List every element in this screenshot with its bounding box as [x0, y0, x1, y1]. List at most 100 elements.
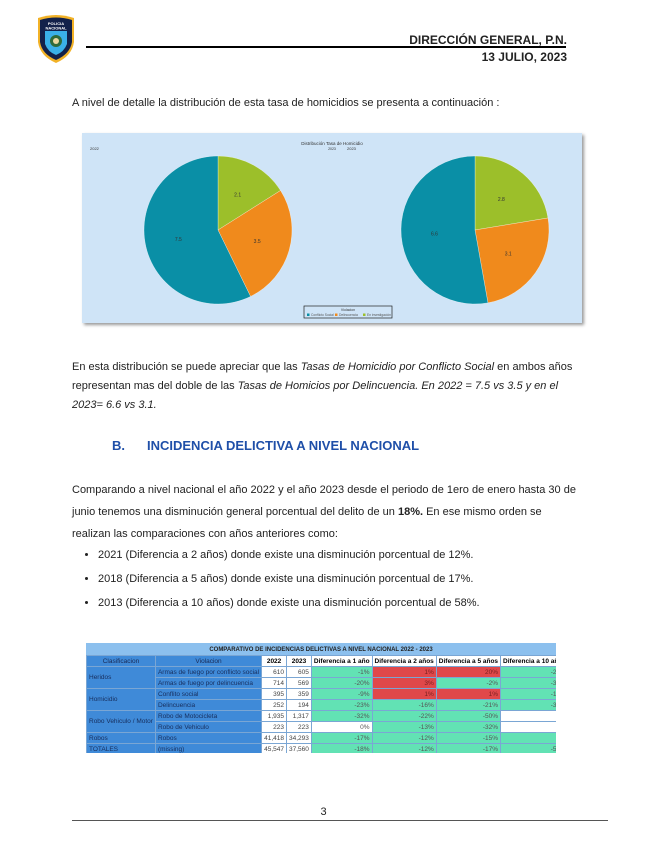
pie-slice-conflicto-social	[400, 155, 489, 305]
pie-data-label: 7.5	[175, 237, 182, 243]
table-cell: 223	[286, 721, 312, 733]
intro-paragraph: A nivel de detalle la distribución de es…	[72, 97, 500, 109]
table-cell: 3%	[371, 677, 437, 689]
table-cell	[500, 710, 556, 722]
column-header[interactable]: Diferencia a 1 año	[310, 655, 373, 667]
table-header-row: Clasificacion Violacion 2022 2023 Diferencia…	[86, 655, 556, 667]
table-cell: -32%	[310, 710, 373, 722]
text: En esta distribución se puede apreciar q…	[72, 361, 301, 373]
table-row: Heridos Armas de fuego por conflicto soci…	[86, 666, 556, 689]
table-cell: -21%	[435, 699, 502, 711]
table-row: Robo de Vehiculo 223 223 0% -13% -32%	[87, 721, 556, 733]
table-cell: -17%	[435, 743, 502, 753]
legend-title: Violacion	[341, 308, 355, 312]
comparison-paragraph: Comparando a nivel nacional el año 2022 …	[72, 479, 578, 545]
table-cell: Heridos	[86, 666, 156, 689]
table-cell	[500, 732, 556, 744]
pie-chart-svg: Distribución Tasa de Homicidio 2023 Viol…	[90, 141, 550, 319]
legend-swatch	[335, 313, 338, 316]
table-row: Armas de fuego por delincuencia 714 569 -20…	[87, 677, 556, 689]
table-cell: -20%	[310, 677, 373, 689]
column-header[interactable]: 2022	[261, 655, 288, 667]
table-cell: 1%	[371, 666, 437, 678]
table-cell: 37,560	[286, 743, 312, 753]
table-row: Robos Robos 41,418 34,293 -17% -12% -15%	[86, 732, 556, 744]
header-rule	[86, 46, 566, 48]
svg-text:POLICIA: POLICIA	[48, 21, 64, 26]
footer-rule	[72, 820, 608, 821]
pie-data-label: 6.6	[431, 232, 438, 238]
table-cell: Robos	[154, 732, 263, 744]
table-cell: 569	[286, 677, 312, 689]
column-header[interactable]: Diferencia a 2 años	[371, 655, 437, 667]
italic-text: Tasas de Homicidio por Conflicto Social	[300, 361, 495, 373]
pie-data-label: 3.5	[254, 239, 261, 245]
legend-swatch	[307, 313, 310, 316]
table-row: Robo Vehiculo / Motor Robo de Motocicleta…	[86, 710, 556, 733]
column-header[interactable]: Violacion	[154, 655, 263, 667]
legend-item: Delincuencia	[339, 313, 358, 317]
table-cell: -2%	[435, 677, 502, 689]
pie-slice-en-investigación	[474, 155, 549, 231]
table-cell: Robo Vehiculo / Motor	[86, 710, 156, 733]
table-cell: Conflito social	[154, 688, 263, 700]
incidence-table: COMPARATIVO DE INCIDENCIAS DELICTIVAS A …	[86, 643, 556, 753]
table-cell: -9%	[310, 688, 373, 700]
table-cell: 45,547	[261, 743, 288, 753]
police-badge-logo: POLICIA NACIONAL	[38, 15, 74, 63]
table-cell: 1,935	[261, 710, 288, 722]
pie-data-label: 2.8	[498, 197, 505, 203]
column-header[interactable]: Diferencia a 5 años	[435, 655, 502, 667]
table-cell: -50%	[435, 710, 502, 722]
italic-text: Tasas de Homicios por Delincuencia. En 2…	[72, 380, 559, 411]
pie-data-label: 3.1	[505, 252, 512, 258]
svg-text:NACIONAL: NACIONAL	[45, 26, 67, 31]
table-cell: -15%	[435, 732, 502, 744]
table-cell: 34,293	[286, 732, 312, 744]
table-cell: -22%	[371, 710, 437, 722]
table-cell: Homicidio	[86, 688, 156, 711]
chart-legend: Violacion Conflicto Social Delincuencia En…	[303, 305, 393, 319]
table-cell: 714	[261, 677, 288, 689]
table-cell: -26%	[500, 666, 556, 678]
pie-data-label: 2.1	[234, 192, 241, 198]
table-cell: 395	[261, 688, 288, 700]
table-cell: Robo de Motocicleta	[154, 710, 263, 722]
table-cell: 0%	[310, 721, 373, 733]
pie-slice-conflicto-social	[143, 155, 251, 305]
table-cell: TOTALES	[86, 743, 156, 753]
table-cell: 605	[286, 666, 312, 678]
table-cell	[500, 721, 556, 733]
chart-title: Distribución Tasa de Homicidio	[301, 141, 363, 146]
column-header[interactable]: Diferencia a 10 años	[500, 655, 556, 667]
table-cell: 359	[286, 688, 312, 700]
header-date: 13 JULIO, 2023	[481, 50, 567, 64]
pie-year-label: 2023	[347, 146, 357, 151]
table-cell: 1%	[435, 688, 502, 700]
legend-item: Conflicto Social	[311, 313, 334, 317]
text: en ambos años representan mas del doble …	[72, 361, 573, 392]
table-cell: (missing)	[154, 743, 263, 753]
list-item: 2013 (Diferencia a 10 años) donde existe…	[98, 596, 598, 620]
page-number: 3	[320, 806, 327, 818]
table-cell: 252	[261, 699, 288, 711]
table-cell: Delincuencia	[154, 699, 263, 711]
comparison-list: 2021 (Diferencia a 2 años) donde existe …	[72, 548, 598, 620]
section-title: INCIDENCIA DELICTIVA A NIVEL NACIONAL	[147, 438, 420, 453]
table-cell: -1%	[310, 666, 373, 678]
section-letter: B.	[112, 438, 125, 453]
column-header[interactable]: Clasificacion	[86, 655, 156, 667]
table-cell: -39%	[500, 699, 556, 711]
text: Comparando a nivel nacional el año 2022 …	[72, 484, 576, 518]
column-header[interactable]: 2023	[286, 655, 312, 667]
table-cell: -37%	[500, 677, 556, 689]
pie-slice-delincuencia	[474, 217, 550, 304]
table-cell: Armas de fuego por conflicto social	[154, 666, 263, 678]
table-cell: -18%	[310, 743, 373, 753]
table-cell: 1,317	[286, 710, 312, 722]
table-cell: -12%	[371, 732, 437, 744]
table-row: TOTALES (missing) 45,547 37,560 -18% -12% -17%…	[86, 743, 556, 753]
header-org: DIRECCIÓN GENERAL, P.N.	[409, 33, 567, 47]
